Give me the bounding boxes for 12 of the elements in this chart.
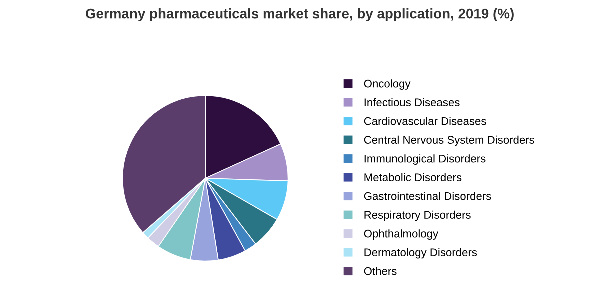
chart-title: Germany pharmaceuticals market share, by application, 2019 (%)	[86, 8, 514, 22]
legend-label: Gastrointestinal Disorders	[364, 192, 492, 200]
legend-label: Infectious Diseases	[364, 98, 460, 107]
legend-label: Oncology	[364, 80, 411, 90]
legend-label: Ophthalmology	[364, 230, 439, 240]
legend-label: Metabolic Disorders	[364, 173, 462, 182]
legend-label: Dermatology Disorders	[364, 248, 478, 259]
legend-label: Central Nervous System Disorders	[364, 136, 534, 146]
legend-label: Immunological Disorders	[364, 154, 486, 165]
legend-label: Cardiovascular Diseases	[364, 117, 486, 126]
legend-label: Others	[364, 267, 397, 276]
legend-label: Respiratory Disorders	[364, 210, 471, 222]
